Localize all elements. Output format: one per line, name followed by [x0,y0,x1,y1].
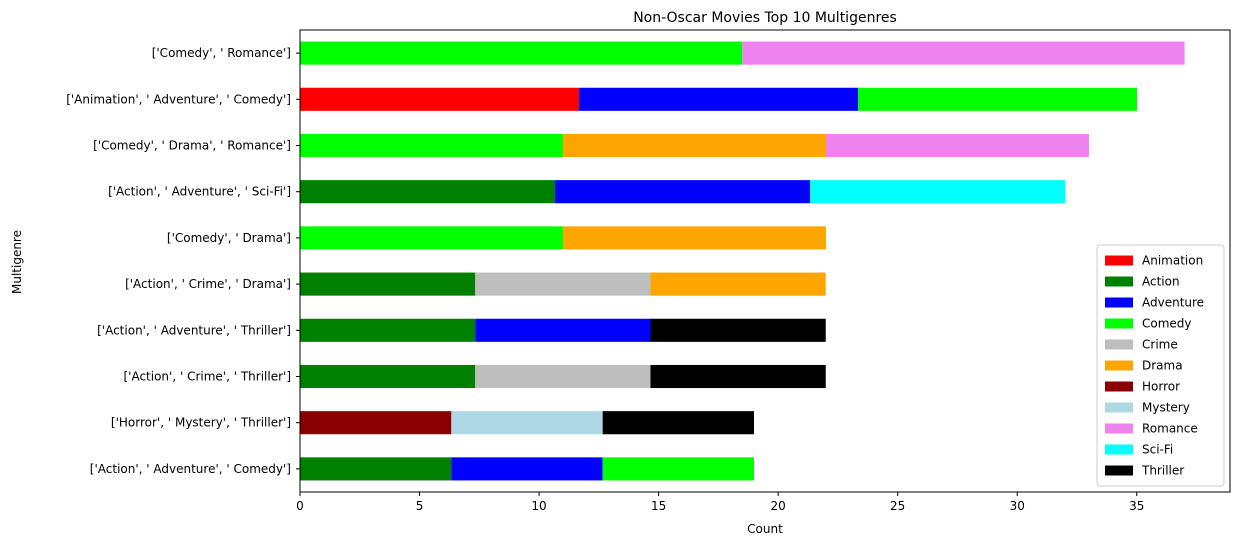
bars-layer [300,41,1185,481]
bar-segment-action-2 [300,364,476,389]
legend-swatch-mystery [1105,402,1133,413]
y-tick-label: ['Action', ' Adventure', ' Sci-Fi'] [108,185,291,199]
legend: Animation Action Adventure Comedy Crime Drama… [1096,244,1225,487]
bar-segment-crime-4 [475,272,651,296]
x-tick-label: 10 [531,499,546,513]
legend-label: Thriller [1141,464,1184,478]
legend-swatch-romance [1105,423,1133,434]
legend-label: Comedy [1142,317,1192,331]
legend-swatch-comedy [1105,318,1133,329]
legend-label: Drama [1142,359,1183,373]
y-tick-label: ['Comedy', ' Drama', ' Romance'] [93,139,291,153]
legend-swatch-drama [1105,360,1133,371]
legend-swatch-action [1105,276,1133,287]
x-tick-label: 30 [1010,499,1025,513]
y-axis-ticks: ['Action', ' Adventure', ' Comedy'] ['Hor… [66,46,300,476]
y-tick-label: ['Comedy', ' Romance'] [152,46,291,60]
legend-swatch-sci-fi [1105,444,1133,455]
y-tick-label: ['Action', ' Adventure', ' Comedy'] [90,462,291,476]
plot-frame [299,29,1231,493]
y-tick-label: ['Horror', ' Mystery', ' Thriller'] [111,416,291,430]
bar-segment-adventure-3 [475,318,651,342]
legend-swatch-adventure [1105,297,1133,308]
bar-segment-comedy-5 [300,226,563,250]
legend-label: Sci-Fi [1142,443,1173,457]
x-tick-label: 0 [296,499,304,513]
bar-segment-adventure-6 [555,180,811,204]
bar-segment-horror-1 [300,411,452,435]
bar-segment-romance-9 [742,41,1185,65]
legend-label: Animation [1142,254,1203,268]
bar-segment-comedy-7 [300,133,563,158]
legend-label: Mystery [1142,401,1190,415]
legend-swatch-thriller [1105,465,1133,476]
bar-segment-action-0 [300,457,452,481]
bar-segment-sci-fi-6 [810,180,1066,204]
bar-segment-drama-4 [650,272,826,296]
x-axis-ticks: 0 5 10 15 20 25 30 35 [296,492,1144,513]
bar-segment-action-4 [300,272,476,296]
x-tick-label: 5 [416,499,424,513]
legend-swatch-horror [1105,381,1133,392]
legend-label: Action [1142,275,1180,289]
bar-segment-romance-7 [825,133,1089,158]
bar-segment-comedy-0 [602,457,755,481]
x-axis-label: Count [747,522,783,536]
x-tick-label: 25 [890,499,905,513]
bar-segment-crime-2 [475,364,651,389]
bar-segment-mystery-1 [451,411,603,435]
y-tick-label: ['Action', ' Crime', ' Drama'] [125,277,291,291]
bar-segment-drama-5 [562,226,826,250]
y-tick-label: ['Animation', ' Adventure', ' Comedy'] [66,92,291,106]
legend-label: Romance [1142,422,1198,436]
x-tick-label: 35 [1129,499,1144,513]
legend-label: Crime [1142,338,1178,352]
chart-title: Non-Oscar Movies Top 10 Multigenres [633,10,897,26]
bar-segment-adventure-0 [451,457,603,481]
y-tick-label: ['Action', ' Adventure', ' Thriller'] [97,323,291,337]
bar-segment-adventure-8 [579,87,858,111]
bar-segment-thriller-3 [650,318,826,342]
y-axis-label: Multigenre [10,230,24,294]
bar-segment-action-6 [300,180,556,204]
bar-segment-thriller-2 [650,364,826,389]
y-tick-label: ['Action', ' Crime', ' Thriller'] [123,370,291,384]
bar-segment-action-3 [300,318,476,342]
bar-segment-comedy-8 [858,87,1137,111]
legend-swatch-animation [1105,255,1133,266]
x-tick-label: 20 [771,499,786,513]
legend-swatch-crime [1105,339,1133,350]
legend-label: Horror [1142,380,1180,394]
bar-segment-animation-8 [300,87,579,111]
bar-segment-thriller-1 [602,411,755,435]
legend-label: Adventure [1142,296,1204,310]
y-tick-label: ['Comedy', ' Drama'] [167,231,291,245]
bar-segment-drama-7 [562,133,826,158]
bar-segment-comedy-9 [300,41,743,65]
x-tick-label: 15 [651,499,666,513]
